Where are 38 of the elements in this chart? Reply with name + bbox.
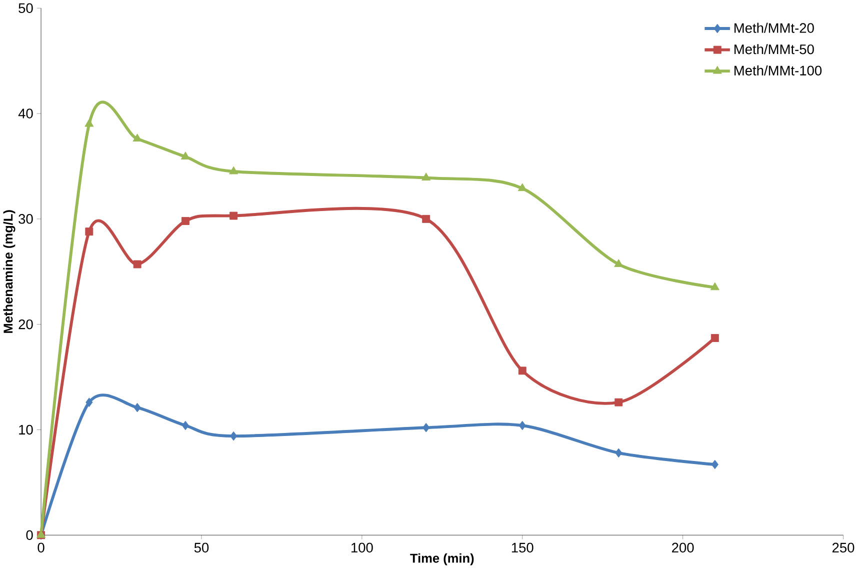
point <box>518 421 526 430</box>
y-tick-label: 40 <box>18 108 33 119</box>
point <box>230 212 238 220</box>
x-tick-label: 0 <box>38 542 44 553</box>
point <box>710 334 719 342</box>
x-tick-label: 150 <box>512 542 534 553</box>
point <box>229 166 238 174</box>
y-axis-title: Methenamine (mg/L) <box>3 210 16 334</box>
point <box>710 282 720 290</box>
y-tick-label: 0 <box>26 530 33 540</box>
legend-label: Meth/MMt-20 <box>734 23 814 34</box>
point <box>422 172 431 181</box>
y-tick-label: 30 <box>18 214 33 224</box>
point <box>132 134 142 142</box>
point <box>711 460 718 470</box>
point <box>615 448 622 458</box>
legend-label: Meth/MMt-100 <box>734 66 822 76</box>
y-tick-label: 50 <box>18 3 33 14</box>
point <box>230 432 238 441</box>
point <box>85 228 94 236</box>
point <box>86 398 93 408</box>
point <box>133 260 142 268</box>
point <box>84 119 94 127</box>
point <box>614 398 623 407</box>
y-tick-label: 20 <box>18 320 33 330</box>
point <box>182 421 189 430</box>
x-tick-label: 250 <box>832 542 854 553</box>
x-tick-label: 100 <box>351 542 373 553</box>
point <box>422 215 430 224</box>
x-tick-label: 200 <box>672 542 694 553</box>
y-tick-label: 10 <box>19 425 33 435</box>
point <box>422 423 430 433</box>
point <box>134 403 141 412</box>
point <box>181 217 190 226</box>
x-tick-label: 50 <box>194 542 209 553</box>
x-axis-title: Time (min) <box>410 554 474 566</box>
legend-label: Meth/MMt-50 <box>734 44 814 54</box>
point <box>518 366 526 375</box>
